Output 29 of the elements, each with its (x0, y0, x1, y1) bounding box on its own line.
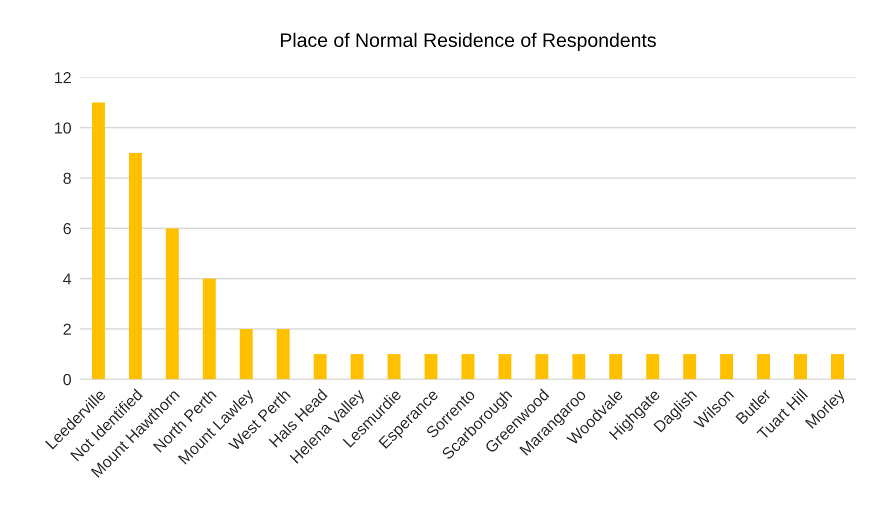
bar (350, 354, 364, 380)
bar (388, 354, 401, 380)
bar (166, 228, 179, 380)
bar (314, 354, 327, 380)
bar (498, 354, 512, 380)
y-tick-label: 10 (55, 122, 71, 134)
bar (572, 354, 586, 380)
bar (831, 354, 844, 380)
y-tick-label: 12 (55, 72, 71, 84)
y-tick-label: 8 (63, 172, 71, 184)
y-tick-label: 6 (64, 222, 71, 234)
bar (202, 278, 216, 380)
y-tick-label: 4 (63, 273, 72, 284)
bar (609, 354, 622, 380)
bar (535, 354, 548, 380)
bar (683, 354, 696, 380)
y-tick-label: 2 (64, 324, 71, 335)
bar (646, 354, 660, 380)
bar (424, 354, 438, 380)
bar (461, 354, 474, 380)
bar (720, 354, 734, 380)
bar (276, 328, 290, 380)
bar (240, 328, 253, 380)
bar (92, 102, 105, 380)
chart-title: Place of Normal Residence of Respondents (280, 32, 656, 51)
bar (794, 354, 807, 380)
bar (757, 354, 770, 380)
bar (128, 152, 142, 380)
y-tick-label: 0 (63, 374, 71, 386)
